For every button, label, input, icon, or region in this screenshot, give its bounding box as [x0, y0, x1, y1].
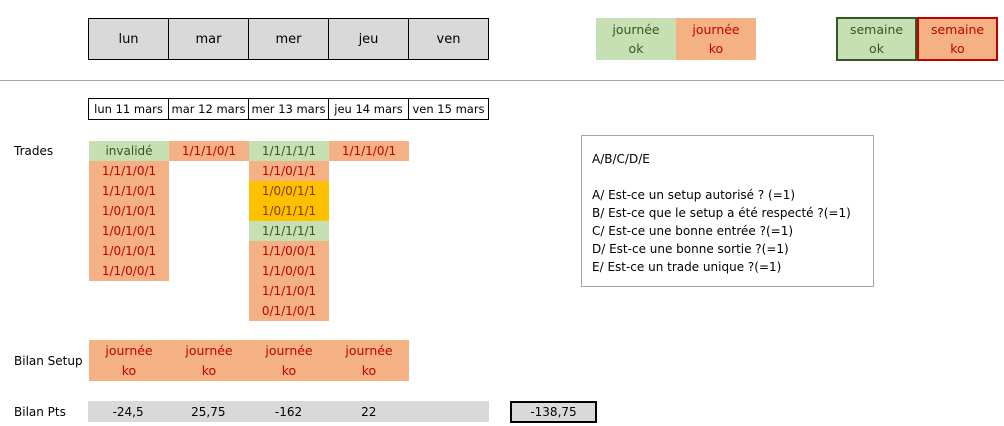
date-cell-ven[interactable]: ven 15 mars: [412, 102, 485, 116]
trade-cell-lun-4[interactable]: 1/0/1/0/1: [89, 221, 169, 241]
legend-week-ok[interactable]: semaine ok: [836, 17, 917, 61]
bilan-pts-label: Bilan Pts: [14, 405, 66, 419]
trade-cell-mer-6[interactable]: 1/1/0/0/1: [249, 261, 329, 281]
setup-lun-line2: ko: [121, 362, 137, 378]
trade-cell-mer-0[interactable]: 1/1/1/1/1: [249, 141, 329, 161]
criteria-title: A/B/C/D/E: [592, 152, 650, 166]
trade-cell-lun-0[interactable]: invalidé: [89, 141, 169, 161]
weekday-cell-jeu[interactable]: jeu: [329, 19, 409, 59]
weekday-cell-lun[interactable]: lun: [89, 19, 169, 59]
setup-cell-lun[interactable]: journée ko: [89, 340, 169, 381]
bilan-setup-label: Bilan Setup: [14, 354, 83, 368]
trade-cell-mer-4[interactable]: 1/1/1/1/1: [249, 221, 329, 241]
date-cell-jeu[interactable]: jeu 14 mars: [329, 99, 409, 119]
trade-cell-lun-2[interactable]: 1/1/1/0/1: [89, 181, 169, 201]
pts-total-cell[interactable]: -138,75: [510, 401, 597, 423]
trade-cell-lun-6[interactable]: 1/1/0/0/1: [89, 261, 169, 281]
setup-jeu-line2: ko: [361, 362, 377, 378]
weekday-header: lun mar mer jeu ven: [88, 18, 489, 60]
legend-week-ko-line1: semaine: [930, 22, 985, 37]
weekday-cell-mer[interactable]: mer: [249, 19, 329, 59]
legend-week-ko[interactable]: semaine ko: [917, 17, 998, 61]
setup-mar-line1: journée: [185, 342, 233, 358]
trade-cell-mar-0[interactable]: 1/1/1/0/1: [169, 141, 249, 161]
legend-day-ok[interactable]: journée ok: [596, 18, 676, 60]
setup-cell-jeu[interactable]: journée ko: [329, 340, 409, 381]
separator-line: [0, 80, 1004, 81]
date-cell-mar[interactable]: mar 12 mars: [169, 99, 249, 119]
trade-cell-jeu-0[interactable]: 1/1/1/0/1: [329, 141, 409, 161]
trade-cell-mer-8[interactable]: 0/1/1/0/1: [249, 301, 329, 321]
pts-cell-jeu[interactable]: 22: [361, 404, 377, 419]
criteria-line-a: A/ Est-ce un setup autorisé ? (=1): [592, 188, 796, 202]
weekday-cell-ven[interactable]: ven: [409, 19, 488, 59]
trade-cell-mer-5[interactable]: 1/1/0/0/1: [249, 241, 329, 261]
legend-day-ok-line2: ok: [628, 41, 644, 56]
setup-mer-line2: ko: [281, 362, 297, 378]
dates-row: lun 11 mars mar 12 mars mer 13 mars jeu …: [88, 98, 489, 120]
date-cell-lun[interactable]: lun 11 mars: [89, 99, 169, 119]
trade-cell-lun-3[interactable]: 1/0/1/0/1: [89, 201, 169, 221]
legend-day-ko-line2: ko: [708, 41, 724, 56]
legend-week-ko-line2: ko: [950, 41, 965, 56]
trade-cell-lun-5[interactable]: 1/0/1/0/1: [89, 241, 169, 261]
criteria-line-d: D/ Est-ce une bonne sortie ?(=1): [592, 242, 789, 256]
setup-lun-line1: journée: [105, 342, 153, 358]
legend-week-ok-line2: ok: [869, 41, 884, 56]
pts-cell-lun[interactable]: -24,5: [112, 404, 144, 419]
legend-day-ko-line1: journée: [692, 22, 740, 37]
criteria-line-c: C/ Est-ce une bonne entrée ?(=1): [592, 224, 794, 238]
legend-week-ok-line1: semaine: [849, 22, 904, 37]
criteria-spacer: [592, 168, 863, 186]
pts-cell-mar[interactable]: 25,75: [191, 404, 226, 419]
pts-cell-ven[interactable]: [409, 401, 489, 422]
date-cell-mer[interactable]: mer 13 mars: [249, 99, 329, 119]
weekday-cell-mar[interactable]: mar: [169, 19, 249, 59]
trade-cell-lun-1[interactable]: 1/1/1/0/1: [89, 161, 169, 181]
criteria-info-box[interactable]: A/B/C/D/E A/ Est-ce un setup autorisé ? …: [581, 135, 874, 287]
setup-mer-line1: journée: [265, 342, 313, 358]
trade-cell-mer-3[interactable]: 1/0/1/1/1: [249, 201, 329, 221]
setup-jeu-line1: journée: [345, 342, 393, 358]
legend-day-ok-line1: journée: [612, 22, 660, 37]
bilan-pts-row: -24,5 25,75 -162 22: [88, 401, 489, 422]
trade-cell-mer-1[interactable]: 1/1/0/1/1: [249, 161, 329, 181]
trade-cell-mer-2[interactable]: 1/0/0/1/1: [249, 181, 329, 201]
criteria-line-e: E/ Est-ce un trade unique ?(=1): [592, 260, 782, 274]
setup-mar-line2: ko: [201, 362, 217, 378]
criteria-line-b: B/ Est-ce que le setup a été respecté ?(…: [592, 206, 851, 220]
pts-cell-mer[interactable]: -162: [274, 404, 303, 419]
setup-cell-mar[interactable]: journée ko: [169, 340, 249, 381]
legend-day-ko[interactable]: journée ko: [676, 18, 756, 60]
trades-label: Trades: [14, 144, 54, 158]
trade-cell-mer-7[interactable]: 1/1/1/0/1: [249, 281, 329, 301]
setup-cell-mer[interactable]: journée ko: [249, 340, 329, 381]
